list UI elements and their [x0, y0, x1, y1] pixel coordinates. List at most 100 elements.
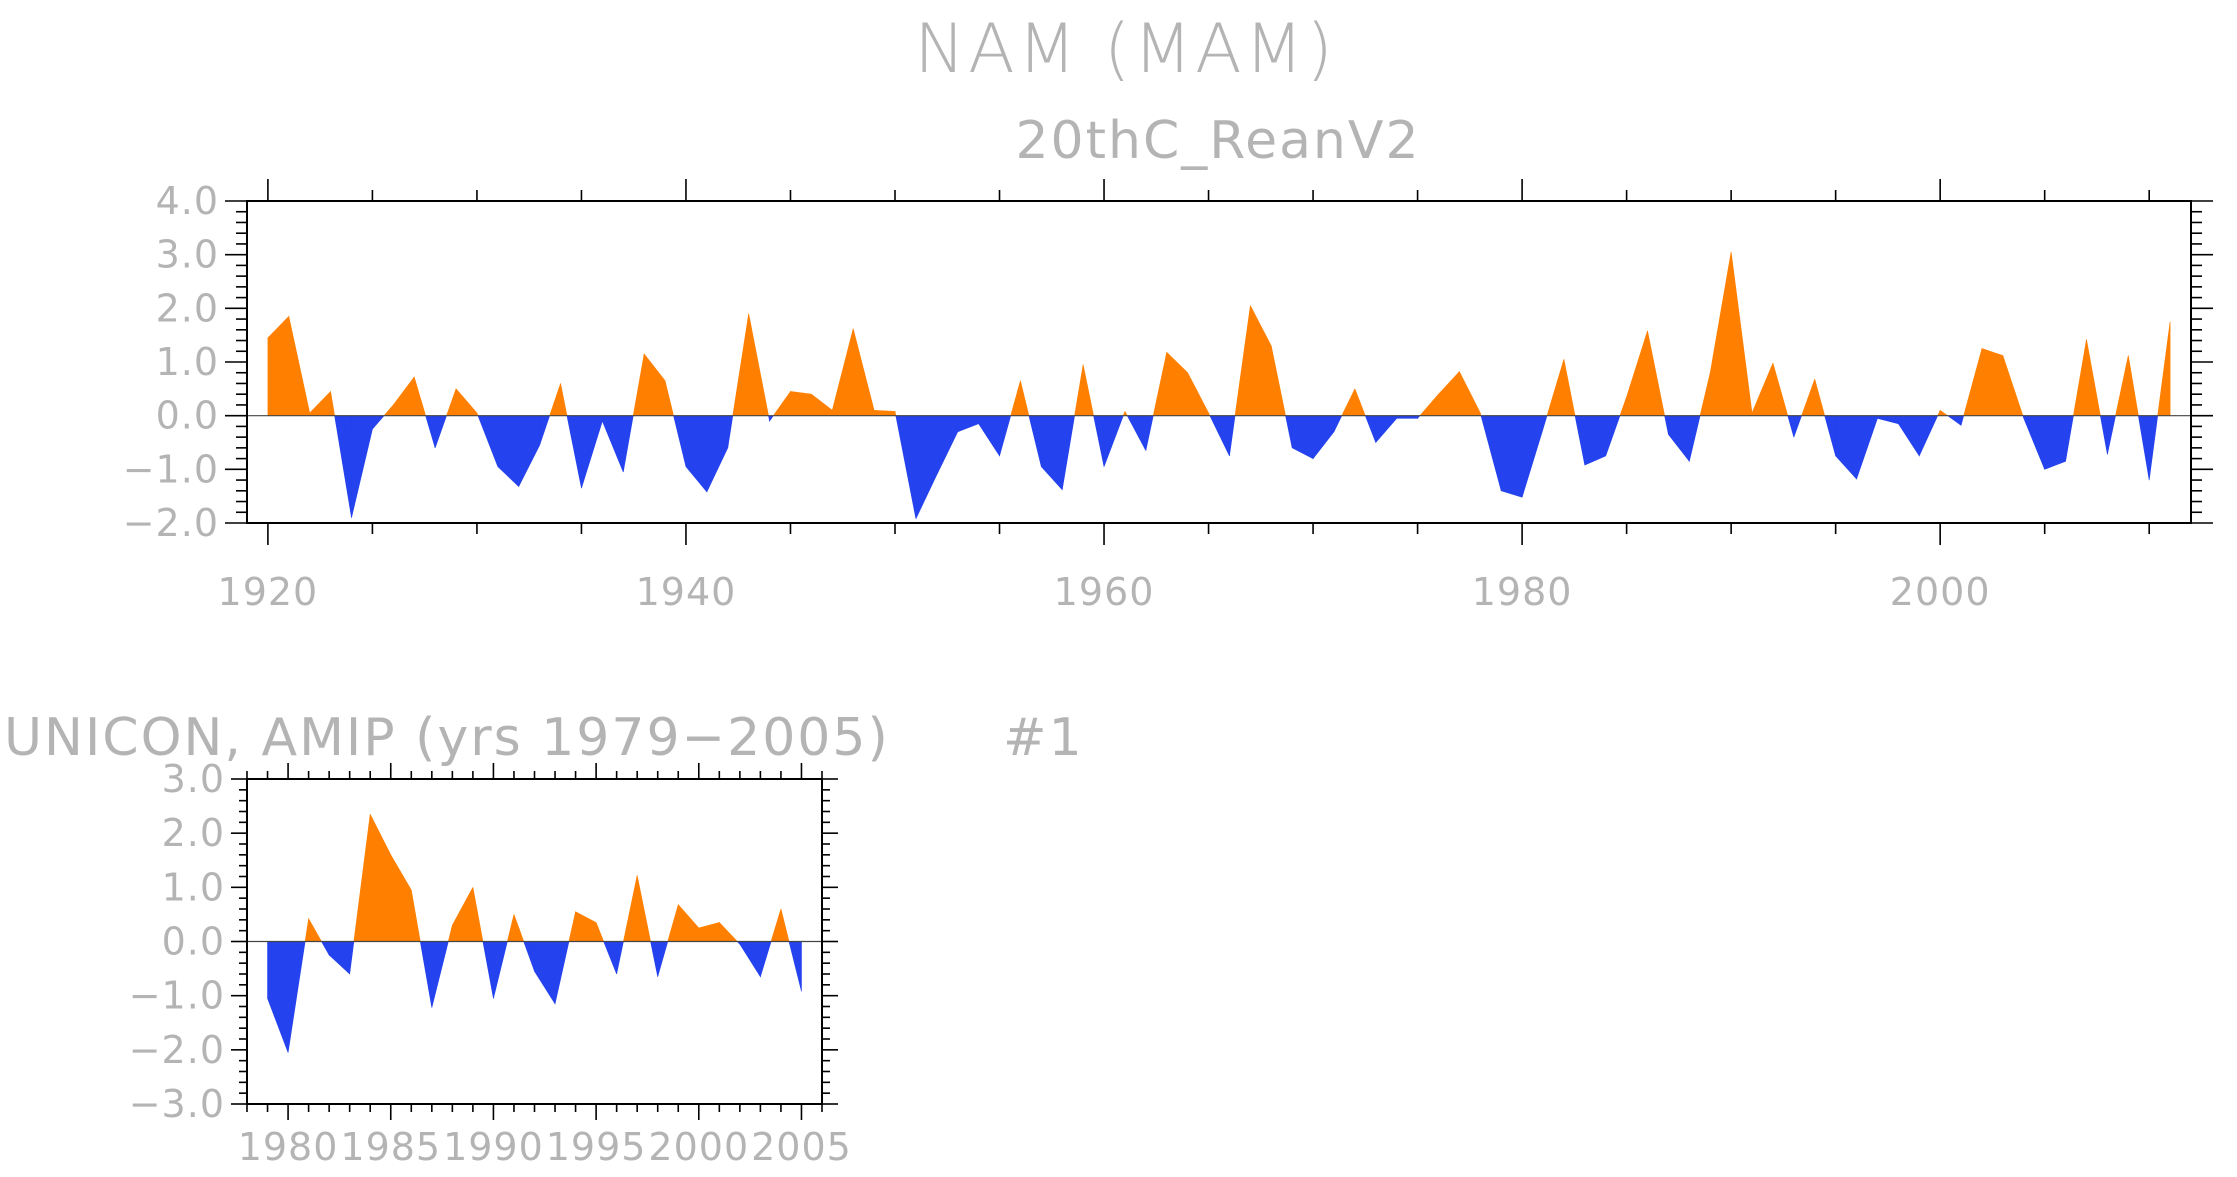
area-segment — [447, 925, 453, 942]
area-segment — [616, 941, 624, 975]
area-segment — [2099, 415, 2108, 455]
panel-2-plot: 3.0 2.0 1.0 0.0 −1.0 −2.0 −3.0 1980 1985 1990 1995… — [129, 757, 851, 1169]
x-tick-label: 1980 — [238, 1125, 339, 1169]
area-segment — [304, 918, 309, 942]
area-segment — [1877, 415, 1899, 425]
area-segment — [1574, 415, 1586, 466]
area-segment — [493, 941, 508, 999]
area-segment — [1270, 345, 1286, 416]
area-segment — [1689, 415, 1701, 462]
area-segment — [1229, 415, 1236, 456]
area-segment — [1605, 415, 1621, 457]
area-segment — [568, 911, 576, 942]
area-segment — [309, 390, 331, 416]
area-segment — [446, 388, 457, 416]
area-segment — [811, 393, 833, 416]
area-segment — [1626, 330, 1648, 416]
area-segment — [506, 914, 515, 942]
area-segment — [1824, 415, 1836, 456]
y-tick-label: −2.0 — [129, 1028, 225, 1072]
area-segment — [2148, 415, 2159, 481]
area-segment — [1856, 415, 1878, 480]
area-segment — [1020, 380, 1030, 416]
area-segment — [1103, 415, 1124, 467]
area-segment — [1341, 388, 1356, 416]
area-segment — [425, 415, 436, 448]
area-segment — [1709, 251, 1732, 416]
area-segment — [650, 941, 659, 977]
area-segment — [1145, 415, 1154, 451]
area-segment — [477, 415, 499, 467]
area-segment — [1939, 409, 1949, 416]
x-tick-label: 1920 — [218, 570, 319, 614]
area-segment — [2044, 415, 2066, 470]
area-segment — [1438, 370, 1460, 416]
area-segment — [267, 315, 290, 416]
area-segment — [2127, 355, 2139, 416]
area-segment — [1010, 380, 1021, 416]
area-segment — [1801, 379, 1816, 416]
area-segment — [1814, 379, 1826, 416]
area-segment — [1209, 415, 1230, 457]
area-segment — [664, 380, 674, 416]
area-segment — [780, 908, 790, 942]
area-segment — [831, 328, 854, 416]
area-segment — [1787, 415, 1795, 438]
area-segment — [1730, 251, 1753, 416]
area-segment — [523, 941, 535, 972]
area-segment — [760, 941, 772, 977]
area-segment — [1584, 415, 1607, 466]
y-tick-label: 1.0 — [162, 865, 225, 909]
area-segment — [595, 922, 605, 942]
area-segment — [1041, 415, 1063, 491]
area-segment — [2065, 415, 2074, 462]
y-tick-label: −1.0 — [129, 974, 225, 1018]
y-tick-label: 2.0 — [156, 286, 219, 330]
area-segment — [719, 921, 738, 942]
panel-reanalysis: 20thC_ReanV2 4.0 3.0 2.0 1.0 0.0 −1.0 −2.0 1920… — [123, 111, 2213, 614]
area-segment — [413, 376, 427, 416]
area-segment — [482, 941, 494, 999]
area-segment — [372, 415, 385, 430]
x-tick-label: 2000 — [1890, 570, 1991, 614]
panel-2-title: UNICON, AMIP (yrs 1979−2005) — [4, 708, 890, 768]
area-segment — [349, 941, 355, 975]
area-segment — [770, 908, 782, 942]
panel-unicon-amip: UNICON, AMIP (yrs 1979−2005) #1 3.0 2.0 1.… — [4, 708, 1084, 1169]
panel-1-plot: 4.0 3.0 2.0 1.0 0.0 −1.0 −2.0 1920 1940 1960 1980 2… — [123, 179, 2213, 614]
area-segment — [936, 415, 959, 475]
area-segment — [1234, 305, 1251, 416]
area-segment — [1166, 351, 1188, 416]
area-segment — [2107, 415, 2116, 455]
panel-2-label: #1 — [1003, 708, 1084, 768]
area-segment — [673, 415, 687, 467]
area-segment — [788, 941, 802, 992]
area-segment — [1699, 372, 1711, 416]
area-segment — [957, 415, 979, 433]
area-segment — [566, 415, 582, 489]
area-segment — [622, 415, 634, 473]
area-segment — [1333, 415, 1343, 432]
area-segment — [1647, 330, 1665, 416]
area-segment — [915, 415, 938, 519]
x-tick-label: 2000 — [648, 1125, 749, 1169]
area-segment — [1028, 415, 1042, 467]
area-segment — [320, 941, 330, 957]
area-segment — [685, 415, 708, 493]
y-tick-label: 0.0 — [162, 920, 225, 964]
area-segment — [1542, 415, 1548, 430]
area-segment — [549, 383, 561, 416]
x-tick-label: 1960 — [1054, 570, 1155, 614]
area-segment — [351, 415, 373, 518]
x-tick-label: 1985 — [340, 1125, 441, 1169]
area-segment — [2115, 355, 2129, 416]
area-segment — [636, 875, 651, 942]
area-segment — [1772, 362, 1789, 416]
area-segment — [554, 941, 570, 1004]
area-segment — [623, 875, 638, 942]
area-segment — [632, 353, 645, 416]
area-segment — [873, 409, 896, 416]
y-tick-label: 4.0 — [156, 179, 219, 223]
area-segment — [698, 922, 720, 942]
area-segment — [852, 328, 875, 416]
